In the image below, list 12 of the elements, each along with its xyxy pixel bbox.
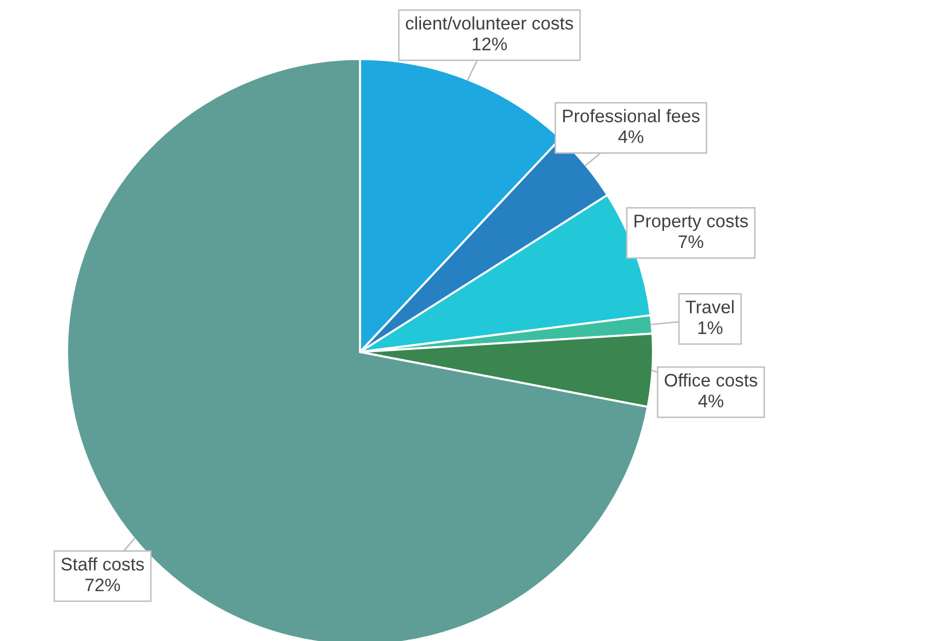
- slice-label: Staff costs: [61, 557, 144, 571]
- data-label: 4%: [698, 394, 724, 408]
- slice-label: Professional fees: [563, 109, 700, 122]
- data-label: 12%: [472, 38, 507, 50]
- slice-label: client/volunteer costs: [406, 16, 574, 30]
- slice-label: Property costs: [634, 214, 748, 231]
- slice-label: Office costs: [664, 373, 758, 387]
- slice-label: Travel: [686, 300, 734, 314]
- data-label: 1%: [698, 321, 722, 334]
- data-label: 4%: [618, 130, 644, 144]
- data-label: 72%: [85, 578, 120, 592]
- data-label: 7%: [678, 235, 704, 248]
